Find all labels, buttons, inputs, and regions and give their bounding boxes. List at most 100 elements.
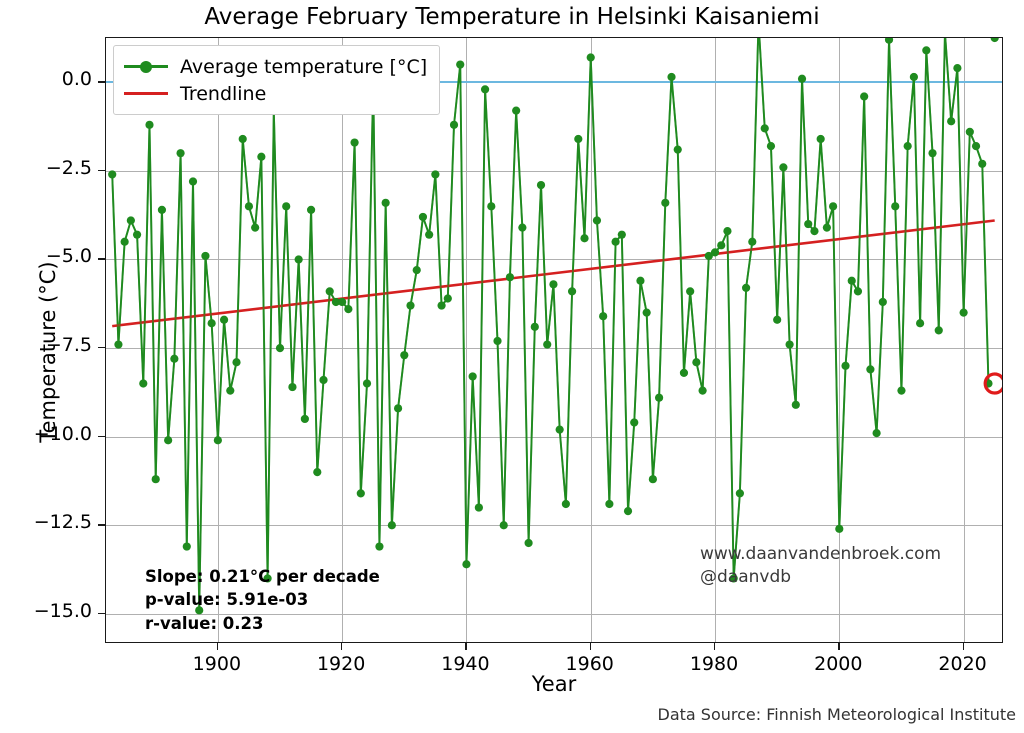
watermark: www.daanvandenbroek.com @daanvdb	[700, 543, 941, 590]
data-point	[642, 308, 651, 317]
x-tick-label: 2000	[814, 653, 863, 675]
data-point	[487, 202, 496, 211]
data-point	[456, 60, 465, 69]
data-point	[139, 379, 148, 388]
statistics-annotation: Slope: 0.21°C per decade p-value: 5.91e-…	[145, 565, 380, 635]
data-point	[599, 312, 608, 321]
data-point	[959, 308, 968, 317]
gridline-vertical	[963, 38, 965, 642]
data-point	[729, 574, 738, 583]
data-point	[480, 85, 490, 94]
data-point	[400, 351, 409, 360]
x-axis-label: Year	[531, 672, 577, 696]
data-point	[418, 212, 428, 222]
data-point	[468, 372, 477, 381]
data-point	[884, 38, 894, 44]
data-point	[449, 120, 459, 129]
temperature-line	[111, 38, 990, 612]
data-point	[530, 322, 539, 331]
data-point	[263, 574, 272, 583]
data-point	[785, 340, 794, 349]
data-point	[412, 266, 421, 275]
data-point	[922, 46, 931, 55]
x-tick-label: 2020	[938, 653, 987, 675]
trendline	[112, 219, 995, 328]
data-point	[213, 436, 222, 445]
data-point	[313, 468, 322, 477]
data-point	[978, 159, 987, 168]
gridline-horizontal	[106, 348, 1002, 350]
gridline-horizontal	[106, 613, 1002, 615]
legend-item-series: Average temperature [°C]	[124, 53, 427, 80]
x-tick-label: 1940	[441, 653, 490, 675]
data-point	[288, 382, 297, 392]
plot-area	[105, 37, 1003, 643]
data-point	[325, 287, 334, 296]
data-point	[574, 134, 583, 144]
data-point	[493, 336, 502, 346]
gridline-horizontal	[106, 259, 1002, 261]
data-point	[617, 230, 626, 239]
chart-title: Average February Temperature in Helsinki…	[204, 4, 820, 30]
data-point	[872, 429, 881, 438]
gridline-vertical	[715, 38, 717, 642]
data-point	[953, 64, 962, 73]
data-point	[176, 149, 185, 158]
data-point	[474, 503, 483, 512]
stat-slope: Slope: 0.21°C per decade	[145, 567, 380, 586]
data-point	[866, 365, 875, 374]
data-point	[667, 72, 676, 82]
data-point	[586, 53, 595, 62]
data-point	[779, 163, 788, 172]
y-tick-mark	[98, 524, 105, 526]
data-point	[437, 301, 446, 310]
data-point	[406, 301, 415, 310]
y-tick-label: −5.0	[45, 245, 92, 268]
data-point	[157, 205, 167, 214]
x-tick-mark	[962, 643, 964, 650]
data-point	[816, 134, 825, 144]
data-point	[362, 379, 372, 388]
data-point	[275, 343, 285, 353]
data-point	[232, 358, 241, 367]
data-point	[393, 404, 403, 413]
data-point	[356, 489, 365, 498]
data-point	[673, 145, 682, 154]
data-point	[841, 361, 850, 370]
gridline-vertical	[466, 38, 468, 642]
data-point	[387, 521, 396, 530]
data-point	[847, 276, 856, 285]
data-point	[654, 393, 664, 402]
data-point	[928, 149, 937, 158]
data-point	[425, 230, 434, 239]
data-point	[710, 248, 720, 257]
data-point	[804, 219, 813, 229]
y-tick-label: 0.0	[61, 68, 92, 91]
data-point	[350, 138, 359, 147]
x-tick-mark	[465, 643, 467, 650]
y-tick-label: −10.0	[33, 422, 92, 445]
data-point	[238, 134, 247, 144]
y-tick-mark	[98, 347, 105, 349]
data-point	[188, 177, 198, 186]
data-point	[344, 305, 353, 314]
gridline-vertical	[590, 38, 592, 642]
y-tick-label: −7.5	[45, 334, 92, 357]
temperature-line	[111, 38, 990, 612]
data-point	[512, 106, 521, 115]
data-point	[934, 326, 943, 335]
data-point	[108, 170, 117, 179]
x-tick-mark	[838, 643, 840, 650]
legend-label-series: Average temperature [°C]	[180, 55, 428, 78]
data-point	[766, 141, 776, 151]
data-point	[505, 273, 515, 282]
data-point	[835, 524, 844, 533]
y-tick-mark	[98, 435, 105, 437]
data-point	[592, 216, 602, 225]
x-tick-label: 1920	[316, 653, 366, 675]
data-point	[219, 315, 229, 324]
data-point	[735, 489, 744, 498]
data-point	[971, 141, 981, 151]
legend-item-trendline: Trendline	[124, 80, 427, 107]
data-point	[742, 283, 751, 292]
